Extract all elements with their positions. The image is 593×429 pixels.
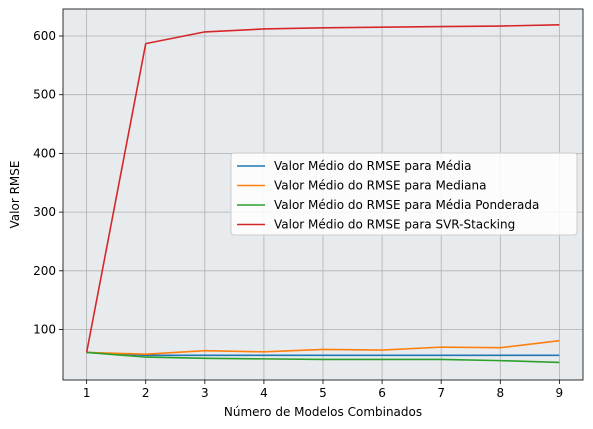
x-tick-label: 3	[201, 386, 209, 400]
y-tick-label: 300	[33, 205, 56, 219]
x-tick-label: 7	[437, 386, 445, 400]
y-tick-label: 400	[33, 146, 56, 160]
series-line-4	[85, 24, 560, 353]
x-tick-label: 9	[556, 386, 564, 400]
x-tick-label: 1	[83, 386, 91, 400]
x-axis-label: Número de Modelos Combinados	[224, 405, 422, 419]
legend-box	[230, 152, 578, 236]
legend: Valor Médio do RMSE para Média Valor Médi…	[230, 152, 578, 236]
legend-label-2: Valor Médio do RMSE para Mediana	[274, 179, 486, 193]
y-tick-label: 500	[33, 88, 56, 102]
series-line-2	[86, 339, 560, 355]
x-tick-label: 5	[319, 386, 327, 400]
y-tick-label: 100	[33, 323, 56, 337]
series-line-1	[86, 351, 560, 357]
x-tick-label: 2	[142, 386, 150, 400]
x-tick-label: 8	[496, 386, 504, 400]
x-axis-ticks: 1 2 3 4 5 6 7 8 9	[83, 380, 563, 400]
y-tick-label: 600	[33, 29, 56, 43]
y-tick-label: 200	[33, 264, 56, 278]
x-tick-label: 6	[378, 386, 386, 400]
y-axis-label: Valor RMSE	[8, 161, 22, 229]
y-axis-ticks: 100 200 300 400 500 600	[33, 29, 63, 337]
series-line-3	[86, 351, 560, 364]
legend-label-1: Valor Médio do RMSE para Média	[274, 159, 472, 173]
legend-label-3: Valor Médio do RMSE para Média Ponderada	[274, 198, 539, 212]
legend-label-4: Valor Médio do RMSE para SVR-Stacking	[274, 218, 515, 232]
grid	[63, 9, 583, 380]
series-lines	[85, 24, 560, 364]
x-tick-label: 4	[260, 386, 268, 400]
